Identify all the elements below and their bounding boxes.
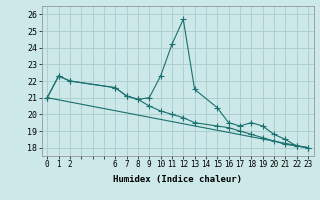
X-axis label: Humidex (Indice chaleur): Humidex (Indice chaleur) [113, 175, 242, 184]
